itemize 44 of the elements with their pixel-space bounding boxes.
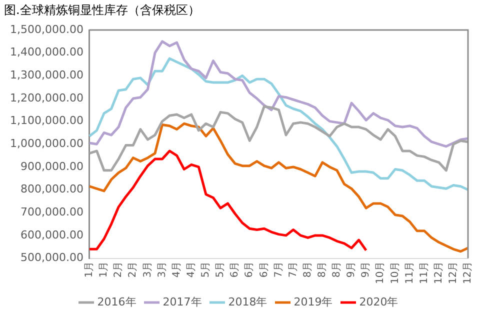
x-tick-label: 5月 — [215, 261, 226, 278]
x-tick-label: 8月 — [302, 261, 314, 278]
x-tick-label: 6月 — [258, 261, 270, 278]
x-tick-label: 12月 — [448, 261, 460, 284]
x-tick-label: 10月 — [390, 261, 401, 284]
x-tick-label: 8月 — [332, 261, 343, 278]
x-tick-label: 7月 — [273, 261, 284, 278]
x-tick-label: 1月 — [84, 261, 96, 278]
x-tick-label: 7月 — [288, 261, 299, 278]
x-tick-label: 11月 — [418, 261, 430, 284]
y-tick-label: 1,300,000.00 — [10, 68, 84, 82]
x-tick-label: 4月 — [186, 261, 197, 278]
y-tick-label: 600,000.00 — [20, 228, 84, 242]
x-tick-label: 8月 — [317, 261, 328, 278]
x-tick-label: 12月 — [462, 261, 474, 284]
legend-label: 2017年 — [162, 295, 202, 308]
x-tick-label: 4月 — [171, 261, 182, 278]
x-tick-label: 6月 — [230, 261, 241, 278]
x-tick-label: 11月 — [404, 261, 416, 284]
y-tick-label: 500,000.00 — [20, 251, 84, 264]
x-tick-label: 3月 — [156, 261, 168, 278]
legend-label: 2020年 — [359, 295, 398, 308]
x-tick-label: 9月 — [360, 261, 372, 278]
x-tick-label: 5月 — [200, 261, 212, 278]
y-tick-label: 1,200,000.00 — [10, 91, 84, 104]
x-tick-label: 9月 — [346, 261, 358, 278]
y-tick-label: 1,100,000.00 — [10, 114, 84, 128]
chart-title: 图.全球精炼铜显性库存（含保税区） — [4, 2, 200, 19]
y-tick-label: 900,000.00 — [20, 160, 84, 173]
x-tick-label: 3月 — [142, 261, 154, 278]
y-tick-label: 1,400,000.00 — [10, 46, 84, 59]
y-tick-label: 700,000.00 — [20, 205, 84, 218]
legend-label: 2019年 — [294, 295, 333, 308]
x-tick-label: 2月 — [128, 261, 139, 278]
x-tick-label: 6月 — [244, 261, 256, 278]
x-tick-label: 10月 — [375, 261, 386, 284]
x-tick-label: 2月 — [113, 261, 124, 278]
legend-label: 2018年 — [228, 295, 268, 308]
y-tick-label: 1,500,000.00 — [10, 22, 84, 36]
legend-label: 2016年 — [97, 295, 136, 308]
x-tick-label: 1月 — [98, 261, 110, 278]
y-tick-label: 1,000,000.00 — [10, 136, 84, 150]
y-tick-label: 800,000.00 — [20, 182, 84, 196]
x-tick-label: 12月 — [433, 261, 444, 284]
